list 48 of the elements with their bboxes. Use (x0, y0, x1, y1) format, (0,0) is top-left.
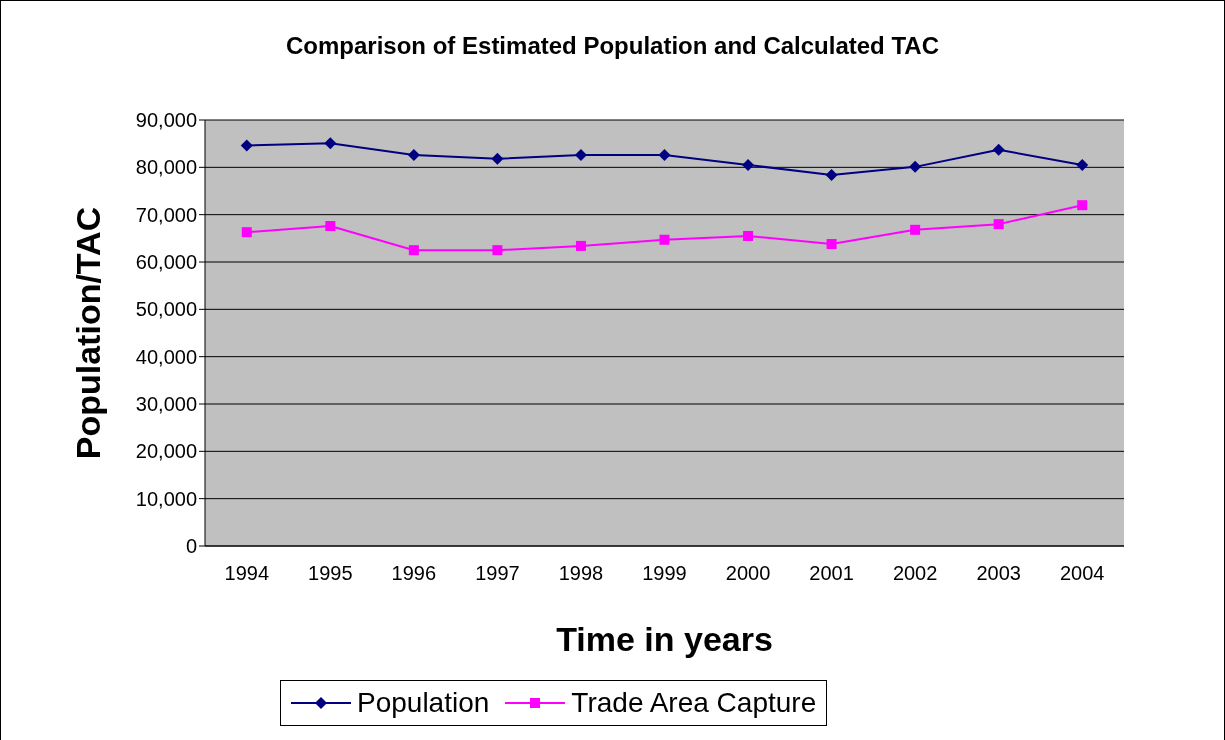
y-tick-label: 30,000 (135, 393, 197, 416)
legend-label: Population (357, 687, 490, 719)
x-axis-title: Time in years (555, 620, 774, 659)
point (743, 230, 754, 241)
x-tick-label: 2003 (976, 562, 1021, 585)
point (993, 219, 1004, 230)
point (241, 227, 252, 238)
x-tick-label: 1997 (475, 562, 520, 585)
point (324, 137, 337, 150)
chart-title: Comparison of Estimated Population and Calculated TAC (285, 32, 940, 60)
y-tick-label: 10,000 (135, 487, 197, 510)
point (909, 160, 922, 173)
point (574, 149, 587, 162)
point (407, 149, 420, 162)
point (240, 139, 253, 152)
y-tick-label: 0 (185, 535, 197, 558)
point (491, 152, 504, 165)
point (575, 240, 586, 251)
x-tick-label: 2000 (725, 562, 771, 585)
x-tick-label: 2001 (809, 562, 854, 585)
x-tick-label: 1994 (224, 562, 270, 585)
point (825, 168, 838, 181)
point (1076, 158, 1089, 171)
y-tick-label: 20,000 (135, 440, 197, 463)
point (1077, 200, 1088, 211)
point (659, 234, 670, 245)
x-tick-label: 1999 (642, 562, 687, 585)
y-tick-label: 80,000 (135, 156, 197, 179)
point (826, 239, 837, 250)
point (408, 245, 419, 256)
x-tick-label: 1995 (308, 562, 353, 585)
y-tick-label: 40,000 (135, 345, 197, 368)
y-tick-label: 50,000 (135, 298, 197, 321)
y-tick-label: 90,000 (135, 109, 197, 132)
x-tick-label: 1996 (391, 562, 437, 585)
point (658, 149, 671, 162)
point (992, 143, 1005, 156)
x-tick-label: 2002 (892, 562, 938, 585)
legend-label: Trade Area Capture (571, 687, 817, 719)
x-tick-label: 2004 (1059, 562, 1105, 585)
y-tick-label: 70,000 (135, 203, 197, 226)
point (742, 158, 755, 171)
y-axis-title: Population/TAC (68, 206, 108, 460)
point (325, 221, 336, 232)
point (492, 245, 503, 256)
x-tick-label: 1998 (558, 562, 604, 585)
y-tick-label: 60,000 (135, 251, 197, 274)
point (910, 224, 921, 235)
